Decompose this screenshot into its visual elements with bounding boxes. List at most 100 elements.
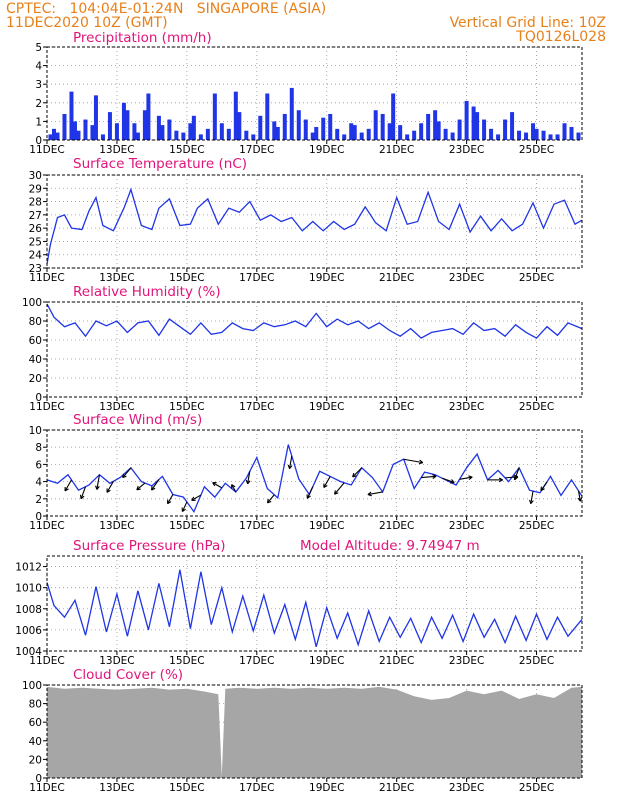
x-tick-label: 25DEC [519,782,554,794]
precip-bar [90,125,95,140]
y-tick-label: 1010 [15,583,42,595]
series-line [46,187,583,265]
precip-bar [160,125,165,140]
x-tick-label: 19DEC [309,782,344,794]
y-tick-label: 1004 [15,646,42,658]
precip-bar [156,115,161,140]
precip-bar [391,93,396,140]
precip-bar [450,132,455,140]
y-tick-label: 8 [35,442,42,454]
x-tick-label: 21DEC [379,144,414,156]
precip-bar [135,132,140,140]
x-tick-label: 19DEC [309,655,344,667]
precip-bar [387,123,392,140]
precip-bar [303,119,308,140]
precip-bar [489,128,494,140]
y-tick-label: 2 [35,98,42,110]
header-vertical-grid: Vertical Grid Line: 10Z [450,15,606,31]
x-tick-label: 13DEC [99,655,134,667]
wind-arrow [245,471,251,485]
precip-bar [380,113,385,140]
y-tick-label: 26 [29,223,43,235]
x-tick-label: 21DEC [379,520,414,532]
precip-bar [555,134,560,140]
panel-3: 0 2 4 6 8 10 11DEC 13DEC 15DEC 17DEC 19DEC 21DEC 23D… [29,412,583,532]
y-tick-label: 4 [35,477,42,489]
wind-arrow [441,477,455,484]
x-tick-label: 19DEC [309,272,344,284]
y-tick-label: 5 [35,42,42,54]
precip-bar [219,123,224,140]
precip-bar [471,106,476,140]
cloud-area [47,686,582,778]
y-tick-label: 1008 [15,604,42,616]
precip-bar [359,132,364,140]
panel-2: 0 20 40 60 80 100 11DEC 13DEC 15DEC 17DEC 19DEC 21D… [22,284,583,413]
series-line [46,569,583,647]
y-tick-label: 6 [35,459,42,471]
precip-bar [482,119,487,140]
wind-arrow [167,494,174,505]
panel-5: 0 20 40 60 80 100 11DEC 13DEC 15DEC 17DEC 19DEC 21D… [22,667,583,794]
precip-bar [62,113,67,140]
x-tick-label: 23DEC [449,655,484,667]
x-tick-label: 21DEC [379,782,414,794]
plot-frame [46,301,583,398]
precip-bar [226,128,231,140]
x-tick-label: 13DEC [99,401,134,413]
precip-bar [146,93,151,140]
x-tick-label: 19DEC [309,144,344,156]
x-tick-label: 15DEC [169,520,204,532]
x-tick-label: 23DEC [449,520,484,532]
precip-bar [569,126,574,140]
y-tick-label: 80 [29,699,42,711]
precip-bar [121,102,126,140]
precip-bar [457,119,462,140]
precip-bar [107,112,112,140]
y-tick-label: 60 [29,335,42,347]
precip-bar [576,132,581,140]
precip-bar [93,95,98,140]
precip-bar [100,134,105,140]
precip-bar [412,130,417,140]
precip-bar [244,130,249,140]
wind-arrow [306,486,314,499]
panel-title: Precipitation (mm/h) [73,30,212,46]
wind-arrow [64,479,72,492]
wind-arrow [513,467,520,481]
precip-bar [174,130,179,140]
y-tick-label: 1 [35,116,42,128]
wind-arrow [334,482,345,495]
precip-bar [436,121,441,140]
x-tick-label: 11DEC [29,655,64,667]
wind-arrow [577,490,583,502]
wind-arrow [266,494,275,504]
precip-bar [69,91,74,140]
x-tick-label: 25DEC [519,144,554,156]
x-tick-label: 15DEC [169,144,204,156]
y-tick-label: 25 [29,236,42,248]
x-tick-label: 17DEC [239,272,274,284]
precip-bar [464,100,469,140]
panel-title: Surface Temperature (nC) [73,156,247,172]
x-tick-label: 17DEC [239,520,274,532]
precip-bar [548,134,553,140]
wind-arrow [352,467,363,478]
precip-bar [132,123,137,140]
precip-bar [83,119,88,140]
wind-arrow [459,475,473,481]
precip-bar [289,87,294,140]
precip-bar [562,123,567,140]
x-tick-label: 17DEC [239,144,274,156]
y-tick-label: 24 [29,250,43,262]
y-tick-label: 10 [29,425,42,437]
precip-bar [188,123,193,140]
y-tick-label: 0 [35,135,42,147]
precip-bar [181,132,186,140]
y-tick-label: 3 [35,79,42,91]
precip-bar [503,119,508,140]
precip-bar [265,93,270,140]
y-tick-label: 1006 [15,625,42,637]
wind-arrow [231,484,237,493]
precip-bar [48,134,53,140]
